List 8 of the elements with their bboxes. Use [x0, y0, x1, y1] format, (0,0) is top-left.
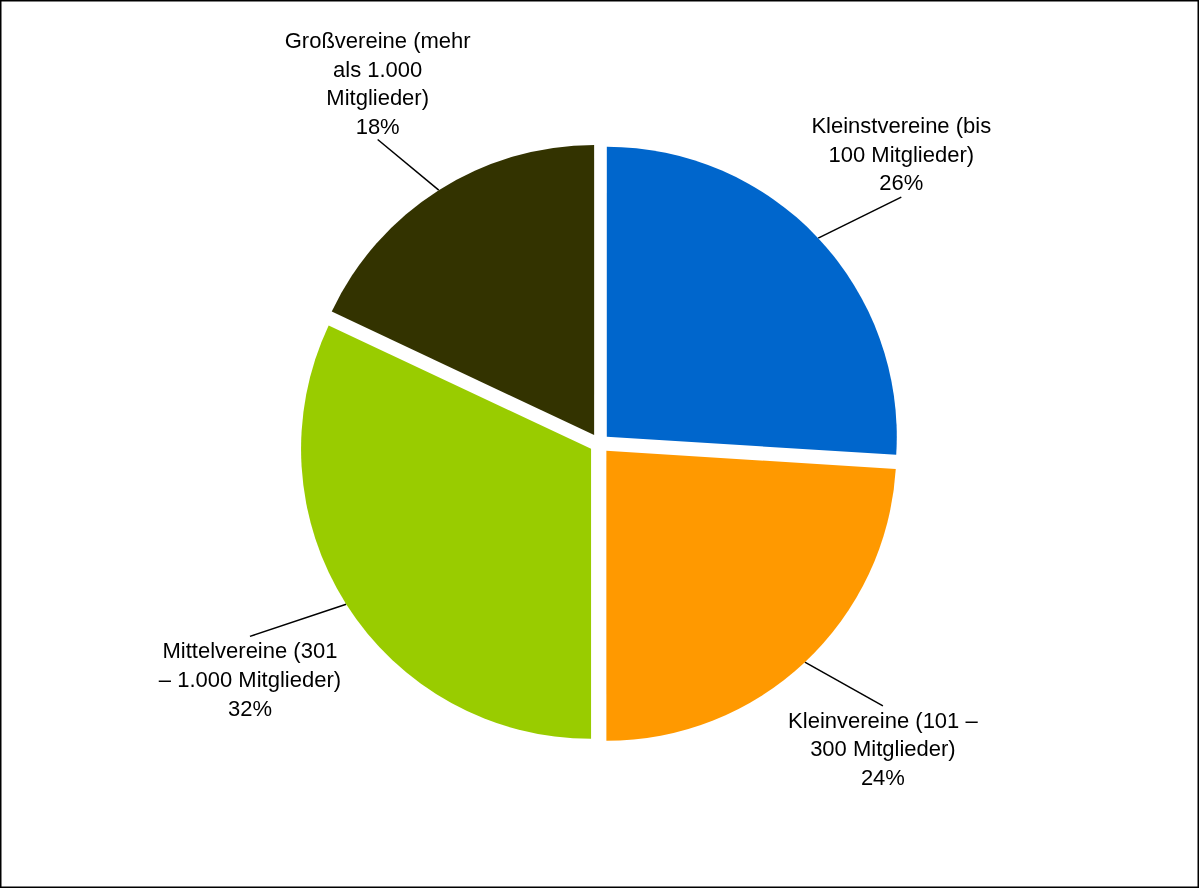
data-label: 32% — [227, 695, 272, 721]
slice-label: Kleinvereine (101 – 300 Mitglieder) — [788, 707, 979, 762]
data-label: 26% — [879, 170, 924, 196]
data-label: 18% — [355, 114, 400, 140]
slice-label: Kleinstvereine (bis 100 Mitglieder) — [811, 112, 992, 167]
slice-label: Mittelvereine (301 – 1.000 Mitglieder) — [158, 638, 342, 692]
slice-label: Großvereine (mehr als 1.000 Mitglieder) — [284, 27, 471, 111]
data-label: 24% — [860, 765, 905, 791]
